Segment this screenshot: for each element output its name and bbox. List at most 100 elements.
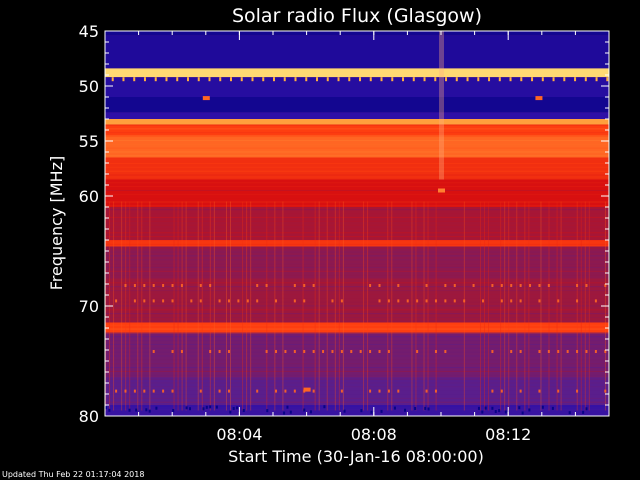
channel-streak bbox=[105, 124, 609, 126]
emission-dash bbox=[547, 350, 550, 353]
channel-streak bbox=[105, 205, 609, 207]
interference-tick bbox=[197, 77, 200, 82]
emission-dash bbox=[293, 350, 296, 353]
time-streak bbox=[488, 201, 490, 411]
channel-streak bbox=[105, 220, 609, 222]
channel-streak bbox=[105, 317, 609, 318]
interference-tick bbox=[316, 77, 319, 82]
emission-dash bbox=[387, 350, 390, 353]
low-flux-speck bbox=[404, 408, 407, 412]
interference-tick bbox=[402, 77, 405, 82]
emission-dash bbox=[246, 299, 249, 303]
emission-dash bbox=[576, 350, 579, 353]
interference-tick bbox=[133, 77, 136, 82]
frequency-band bbox=[105, 278, 609, 323]
low-flux-speck bbox=[229, 410, 232, 414]
emission-dash bbox=[227, 299, 230, 303]
low-flux-speck bbox=[145, 408, 148, 412]
low-flux-speck bbox=[582, 410, 585, 414]
emission-dash bbox=[397, 284, 400, 287]
emission-dash bbox=[566, 350, 569, 353]
interference-tick bbox=[445, 77, 448, 82]
emission-dash bbox=[378, 284, 381, 287]
emission-dash bbox=[199, 284, 202, 287]
channel-streak bbox=[105, 166, 609, 168]
time-streak bbox=[342, 201, 344, 411]
channel-streak bbox=[105, 397, 609, 399]
interference-tick bbox=[477, 77, 480, 82]
emission-dash bbox=[547, 284, 550, 287]
channel-streak bbox=[105, 197, 609, 199]
emission-dash bbox=[510, 350, 513, 353]
time-streak bbox=[427, 201, 429, 411]
low-flux-speck bbox=[521, 411, 524, 415]
channel-streak bbox=[105, 309, 609, 311]
time-streak bbox=[423, 201, 425, 411]
channel-streak bbox=[105, 405, 609, 407]
time-streak bbox=[302, 201, 304, 411]
emission-spot bbox=[202, 96, 210, 101]
emission-dash bbox=[472, 284, 475, 287]
time-streak bbox=[326, 201, 328, 411]
channel-streak bbox=[105, 151, 609, 153]
interference-tick bbox=[229, 77, 232, 82]
y-axis-label: Frequency [MHz] bbox=[47, 156, 66, 290]
channel-streak bbox=[105, 286, 609, 288]
update-timestamp: Updated Thu Feb 22 01:17:04 2018 bbox=[2, 470, 145, 479]
emission-dash bbox=[557, 389, 560, 393]
emission-dash bbox=[227, 389, 230, 393]
channel-streak bbox=[105, 374, 609, 376]
time-streak bbox=[181, 201, 183, 411]
low-flux-speck bbox=[205, 405, 208, 409]
interference-tick bbox=[273, 77, 275, 82]
emission-dash bbox=[133, 284, 136, 287]
emission-dash bbox=[218, 350, 221, 353]
emission-dash bbox=[406, 299, 409, 303]
channel-streak bbox=[105, 359, 609, 361]
frequency-band bbox=[105, 322, 609, 333]
x-tick-label: 08:04 bbox=[216, 425, 262, 444]
emission-dash bbox=[453, 284, 456, 287]
emission-dash bbox=[519, 284, 522, 287]
emission-dash bbox=[378, 299, 381, 303]
channel-streak bbox=[105, 251, 609, 253]
emission-dash bbox=[378, 350, 381, 353]
low-flux-speck bbox=[289, 410, 292, 414]
interference-tick bbox=[541, 77, 544, 82]
time-streak bbox=[149, 201, 151, 411]
emission-dash bbox=[594, 299, 597, 303]
interference-tick bbox=[111, 77, 114, 82]
emission-dash bbox=[538, 284, 541, 287]
time-streak bbox=[338, 201, 340, 411]
low-flux-speck bbox=[477, 406, 480, 410]
time-streak bbox=[129, 201, 131, 411]
channel-streak bbox=[105, 351, 609, 353]
y-tick-label: 80 bbox=[79, 407, 99, 426]
channel-streak bbox=[105, 136, 609, 138]
time-streak bbox=[415, 201, 417, 411]
emission-dash bbox=[453, 299, 456, 303]
low-flux-speck bbox=[266, 409, 269, 413]
low-flux-speck bbox=[108, 408, 111, 412]
time-streak bbox=[314, 201, 316, 411]
time-streak bbox=[363, 201, 365, 411]
time-streak bbox=[387, 201, 389, 411]
low-flux-speck bbox=[568, 411, 571, 415]
emission-spot bbox=[303, 387, 311, 392]
low-flux-speck bbox=[283, 411, 286, 415]
emission-dash bbox=[293, 299, 296, 303]
interference-tick bbox=[262, 77, 265, 82]
low-flux-speck bbox=[541, 405, 544, 409]
channel-streak bbox=[105, 247, 609, 249]
emission-dash bbox=[265, 350, 268, 353]
emission-dash bbox=[152, 299, 155, 303]
frequency-band bbox=[105, 77, 609, 97]
emission-dash bbox=[425, 299, 428, 303]
emission-dash bbox=[227, 350, 230, 353]
emission-dash bbox=[500, 389, 503, 393]
channel-streak bbox=[105, 243, 609, 245]
time-streak bbox=[484, 201, 486, 411]
plot-area bbox=[104, 30, 610, 417]
interference-tick bbox=[455, 77, 458, 82]
low-flux-speck bbox=[128, 408, 131, 412]
